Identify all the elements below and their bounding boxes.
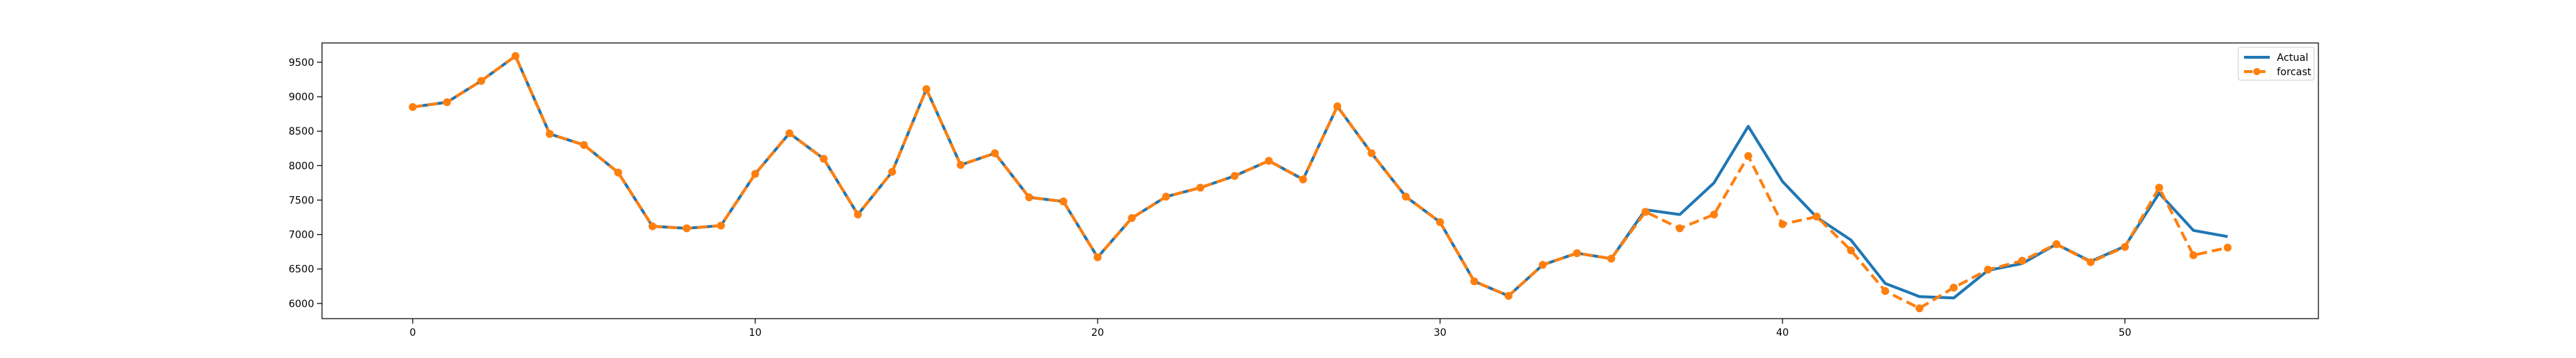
data-point-forcast	[2087, 258, 2095, 266]
data-point-forcast	[1264, 157, 1273, 165]
y-tick-label: 6500	[288, 264, 314, 276]
data-point-forcast	[1504, 291, 1513, 300]
data-point-forcast	[648, 222, 657, 231]
data-point-forcast	[1915, 304, 1923, 313]
y-tick-label: 6000	[288, 299, 314, 310]
x-tick-label: 20	[1091, 327, 1104, 339]
data-point-forcast	[1162, 193, 1171, 201]
data-point-forcast	[2189, 251, 2197, 259]
data-point-forcast	[888, 168, 897, 176]
series-line-forcast	[412, 54, 2228, 310]
x-tick-label: 50	[2119, 327, 2132, 339]
data-point-forcast	[1299, 175, 1307, 184]
data-point-forcast	[990, 149, 999, 158]
data-point-forcast	[751, 170, 759, 178]
data-point-forcast	[1847, 246, 1855, 255]
data-point-forcast	[1984, 266, 1992, 274]
data-point-forcast	[614, 168, 623, 177]
data-point-forcast	[477, 77, 486, 85]
legend-label-actual: Actual	[2277, 52, 2308, 64]
data-point-forcast	[1025, 193, 1033, 202]
data-point-forcast	[511, 52, 519, 60]
data-point-forcast	[1470, 277, 1478, 286]
data-point-forcast	[1230, 172, 1239, 180]
data-point-forcast	[819, 155, 828, 163]
legend-label-forcast: forcast	[2277, 67, 2312, 78]
data-point-forcast	[1641, 208, 1650, 216]
data-point-forcast	[1333, 102, 1342, 111]
y-tick-label: 9000	[288, 92, 314, 103]
data-point-forcast	[2155, 183, 2163, 192]
data-point-forcast	[1435, 218, 1444, 226]
x-tick-label: 40	[1776, 327, 1789, 339]
data-point-forcast	[443, 98, 452, 107]
data-point-forcast	[1402, 193, 1410, 201]
data-point-forcast	[1196, 183, 1205, 192]
data-point-forcast	[545, 130, 554, 138]
y-tick-label: 7000	[288, 230, 314, 241]
data-point-forcast	[1367, 149, 1376, 158]
data-point-forcast	[922, 84, 931, 93]
x-tick-label: 30	[1434, 327, 1447, 339]
data-point-forcast	[1059, 197, 1068, 205]
legend: Actual forcast	[2238, 47, 2315, 81]
plot-area	[321, 42, 2319, 319]
data-point-forcast	[683, 224, 691, 233]
data-point-forcast	[2052, 240, 2061, 248]
legend-marker-forcast	[2253, 68, 2260, 75]
y-axis: 6000 6500 7000 7500 8000 8500 9000 9500	[288, 57, 322, 310]
data-point-forcast	[957, 160, 965, 169]
data-point-forcast	[717, 221, 726, 230]
data-point-forcast	[1744, 152, 1752, 160]
x-axis: 0 10 20 30 40 50	[409, 319, 2132, 339]
data-point-forcast	[1573, 249, 1581, 258]
data-point-forcast	[1607, 254, 1616, 263]
x-tick-label: 0	[409, 327, 416, 339]
y-tick-label: 9500	[288, 57, 314, 69]
x-tick-label: 10	[748, 327, 761, 339]
data-point-forcast	[1128, 213, 1136, 222]
data-point-forcast	[1709, 211, 1718, 219]
data-point-forcast	[1813, 213, 1821, 221]
data-point-forcast	[409, 103, 417, 112]
data-point-forcast	[2121, 243, 2129, 251]
data-point-forcast	[1949, 284, 1958, 292]
axes-frame	[321, 42, 2319, 319]
data-point-forcast	[785, 129, 794, 137]
series-layer	[409, 52, 2232, 313]
data-point-forcast	[1675, 224, 1684, 233]
y-tick-label: 8000	[288, 160, 314, 172]
data-point-forcast	[580, 140, 588, 149]
data-point-forcast	[1778, 220, 1787, 228]
data-point-forcast	[1538, 261, 1547, 269]
y-tick-label: 7500	[288, 195, 314, 206]
data-point-forcast	[854, 211, 862, 219]
data-point-forcast	[2223, 243, 2232, 252]
data-point-forcast	[1881, 287, 1890, 295]
data-point-forcast	[1093, 253, 1102, 261]
data-point-forcast	[2018, 256, 2026, 265]
y-tick-label: 8500	[288, 126, 314, 137]
